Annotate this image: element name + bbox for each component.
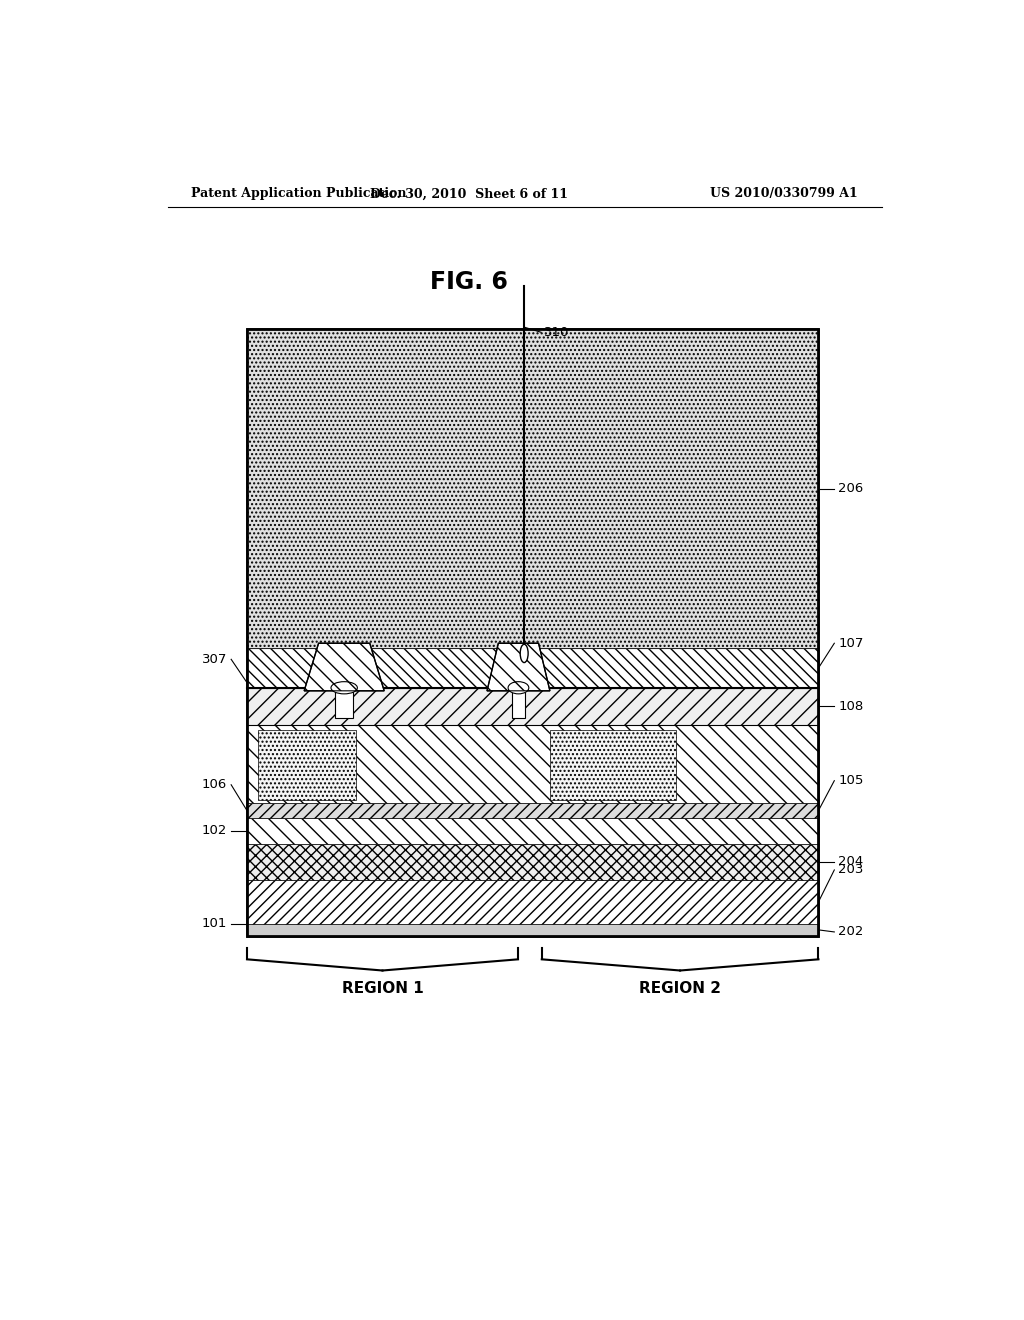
Ellipse shape: [520, 644, 528, 663]
Bar: [512, 688, 525, 718]
Bar: [247, 648, 818, 688]
Bar: [247, 329, 818, 936]
Text: REGION 2: REGION 2: [639, 981, 721, 997]
Bar: [247, 843, 818, 880]
Polygon shape: [487, 643, 550, 690]
Bar: [550, 730, 676, 800]
Bar: [247, 688, 818, 803]
Text: FIG. 6: FIG. 6: [430, 271, 508, 294]
Polygon shape: [304, 643, 384, 690]
Bar: [247, 688, 818, 725]
Text: 307: 307: [202, 653, 227, 665]
Text: 206: 206: [839, 482, 863, 495]
Text: 107: 107: [839, 636, 863, 649]
Text: 310: 310: [544, 326, 569, 339]
Bar: [258, 730, 355, 800]
Ellipse shape: [508, 681, 528, 694]
Bar: [247, 880, 818, 924]
Bar: [247, 329, 818, 648]
Bar: [247, 803, 818, 818]
Bar: [247, 818, 818, 843]
Text: Dec. 30, 2010  Sheet 6 of 11: Dec. 30, 2010 Sheet 6 of 11: [371, 187, 568, 201]
Bar: [247, 924, 818, 936]
Bar: [336, 688, 353, 718]
Text: 202: 202: [839, 925, 863, 939]
Text: REGION 1: REGION 1: [342, 981, 423, 997]
Text: 101: 101: [202, 917, 227, 931]
Ellipse shape: [331, 681, 357, 694]
Text: Patent Application Publication: Patent Application Publication: [191, 187, 407, 201]
Text: US 2010/0330799 A1: US 2010/0330799 A1: [711, 187, 858, 201]
Text: 203: 203: [839, 863, 863, 876]
Text: 108: 108: [839, 700, 863, 713]
Text: 204: 204: [839, 855, 863, 869]
Text: 102: 102: [202, 825, 227, 837]
Bar: [247, 329, 818, 936]
Text: 106: 106: [202, 779, 227, 791]
Text: 105: 105: [839, 775, 863, 787]
